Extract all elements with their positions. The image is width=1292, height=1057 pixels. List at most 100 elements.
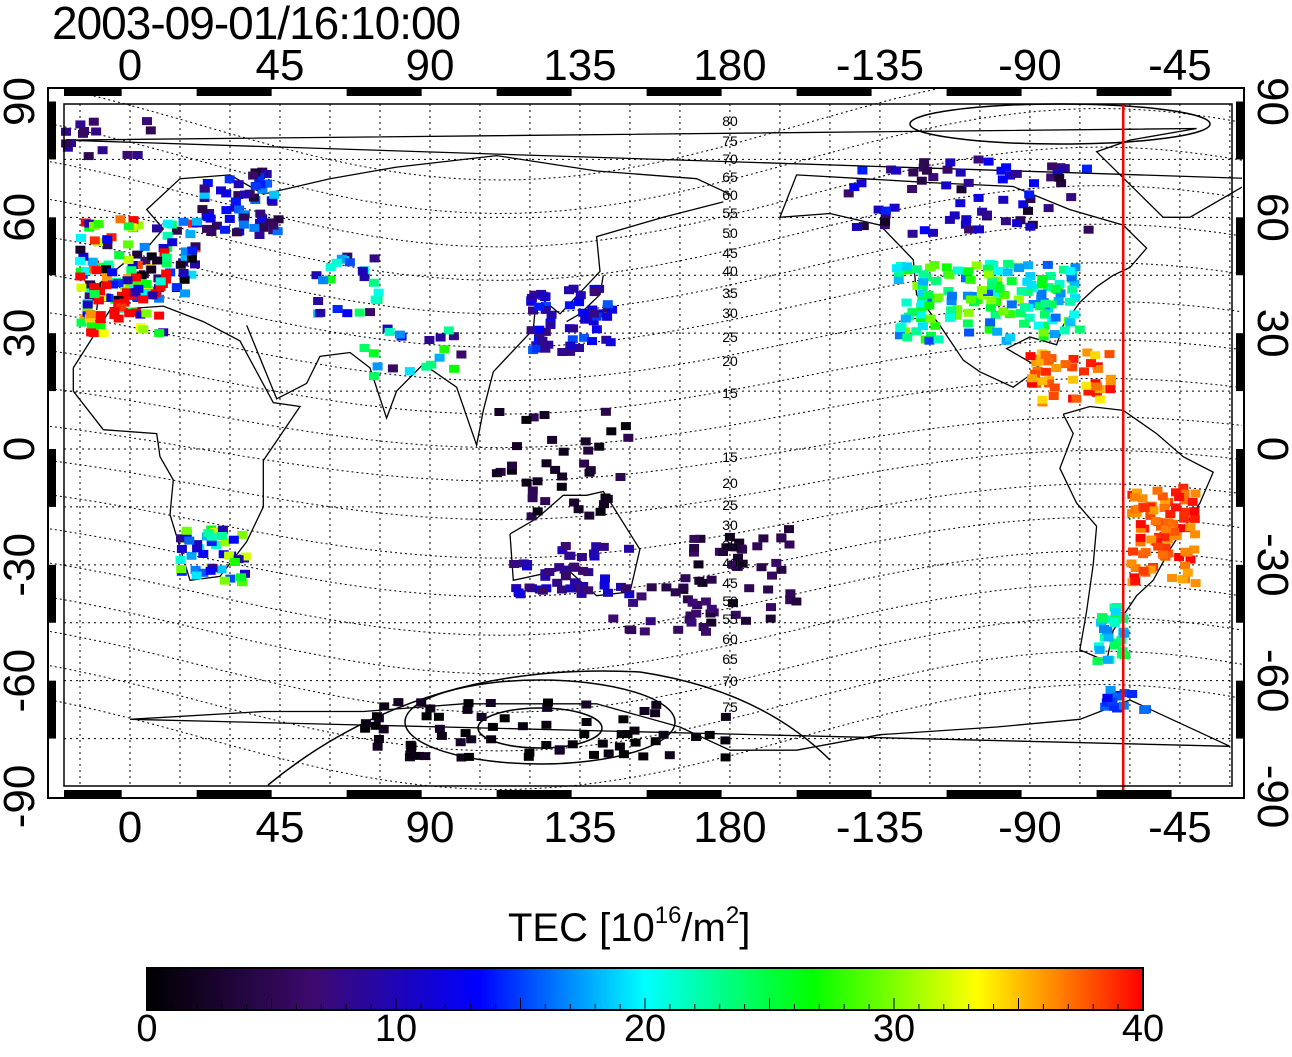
tec-cell <box>992 276 1003 285</box>
lon-tick-top: -45 <box>1148 41 1212 90</box>
tec-cell <box>1023 206 1033 215</box>
contour-label: 40 <box>722 555 738 571</box>
tec-cell <box>552 578 563 587</box>
tec-cell <box>517 722 528 731</box>
tec-cell <box>575 291 586 300</box>
tec-cell <box>900 314 911 323</box>
lat-tick-right: -90 <box>1248 765 1292 829</box>
tec-cell <box>1179 496 1190 505</box>
tec-cell <box>124 309 135 318</box>
tec-cell <box>1180 547 1191 556</box>
tec-cell <box>421 362 432 371</box>
tec-cell <box>1000 217 1011 226</box>
tec-cell <box>1130 577 1141 586</box>
tec-cell <box>524 748 535 757</box>
tec-cell <box>685 611 696 620</box>
tec-cell <box>1051 364 1062 372</box>
tec-cell <box>512 442 522 451</box>
tec-cell <box>628 598 639 607</box>
tec-cell <box>1109 603 1120 612</box>
tec-cell <box>1046 173 1057 182</box>
lon-tick-top: 90 <box>405 41 454 90</box>
tec-cell <box>580 315 591 324</box>
tec-cell <box>931 277 942 285</box>
tec-cell <box>205 566 216 575</box>
tec-cell <box>945 158 956 167</box>
tec-cell <box>706 604 717 613</box>
tec-cell <box>262 179 273 188</box>
tec-cell <box>332 305 343 313</box>
tec-cell <box>113 279 124 287</box>
tec-cell <box>541 459 552 468</box>
tec-cell <box>945 313 955 322</box>
tec-cell <box>558 447 569 456</box>
tec-cell <box>224 175 235 184</box>
tec-cell <box>1049 383 1060 392</box>
tec-cell <box>91 127 102 136</box>
tec-cell <box>237 578 248 587</box>
tec-cell <box>587 337 597 346</box>
tec-cell <box>992 327 1003 336</box>
tec-cell <box>963 178 974 187</box>
tec-cell <box>1109 619 1120 627</box>
lat-tick-right: 30 <box>1248 309 1292 358</box>
tec-cell <box>554 745 565 754</box>
tec-cell <box>776 565 787 574</box>
tec-cell <box>228 535 239 544</box>
tec-cell <box>373 288 384 297</box>
tec-cell <box>1109 641 1120 650</box>
tec-cell <box>1094 645 1105 654</box>
tec-cell <box>61 139 72 148</box>
tec-cell <box>944 270 955 279</box>
frame-band <box>1236 449 1244 507</box>
tec-cell <box>1027 374 1038 383</box>
tec-cell <box>147 291 158 300</box>
tec-cell <box>1119 689 1130 698</box>
tec-cell <box>560 572 571 581</box>
tec-cell <box>269 190 280 199</box>
colorbar-tick-marks <box>171 998 1119 1010</box>
contour-line <box>50 262 1242 348</box>
frame-band <box>48 217 56 276</box>
tec-cell <box>513 588 524 597</box>
tec-cell <box>1067 285 1078 294</box>
tec-cell <box>919 226 930 235</box>
frame-band <box>346 790 422 798</box>
tec-cell <box>1003 259 1014 268</box>
tec-cell <box>1175 524 1186 533</box>
tec-cell <box>1086 359 1096 368</box>
contour-label: 50 <box>722 593 738 609</box>
tec-cell <box>744 584 755 593</box>
tec-cell <box>359 273 370 282</box>
tec-cell <box>198 568 209 577</box>
tec-cell <box>1068 375 1079 384</box>
tec-cell <box>190 242 201 251</box>
tec-cell <box>261 170 272 178</box>
tec-cell <box>1039 310 1050 319</box>
tec-cell <box>406 742 417 751</box>
contour-label: 70 <box>722 673 738 689</box>
frame-outer <box>47 87 1245 799</box>
tec-cell <box>368 372 379 381</box>
tec-cell <box>249 223 260 232</box>
tec-cell <box>984 270 994 279</box>
tec-cell <box>171 283 182 292</box>
tec-cell <box>132 250 143 259</box>
tec-cell <box>1001 163 1012 172</box>
tec-cell <box>272 227 283 236</box>
tec-cell <box>1024 313 1035 322</box>
tec-cell <box>594 442 605 451</box>
tec-cell <box>123 256 134 264</box>
tec-cell <box>443 326 454 335</box>
tec-cell <box>76 234 86 242</box>
tec-cell <box>540 305 551 314</box>
tec-cell <box>146 265 157 274</box>
tec-cell <box>961 215 972 224</box>
tec-cell <box>687 598 698 607</box>
tec-cell <box>197 205 208 214</box>
tec-cell <box>115 215 126 224</box>
tec-cell <box>176 534 186 543</box>
frame-band <box>1236 564 1244 623</box>
tec-cell <box>565 584 576 593</box>
tec-cell <box>75 245 86 254</box>
